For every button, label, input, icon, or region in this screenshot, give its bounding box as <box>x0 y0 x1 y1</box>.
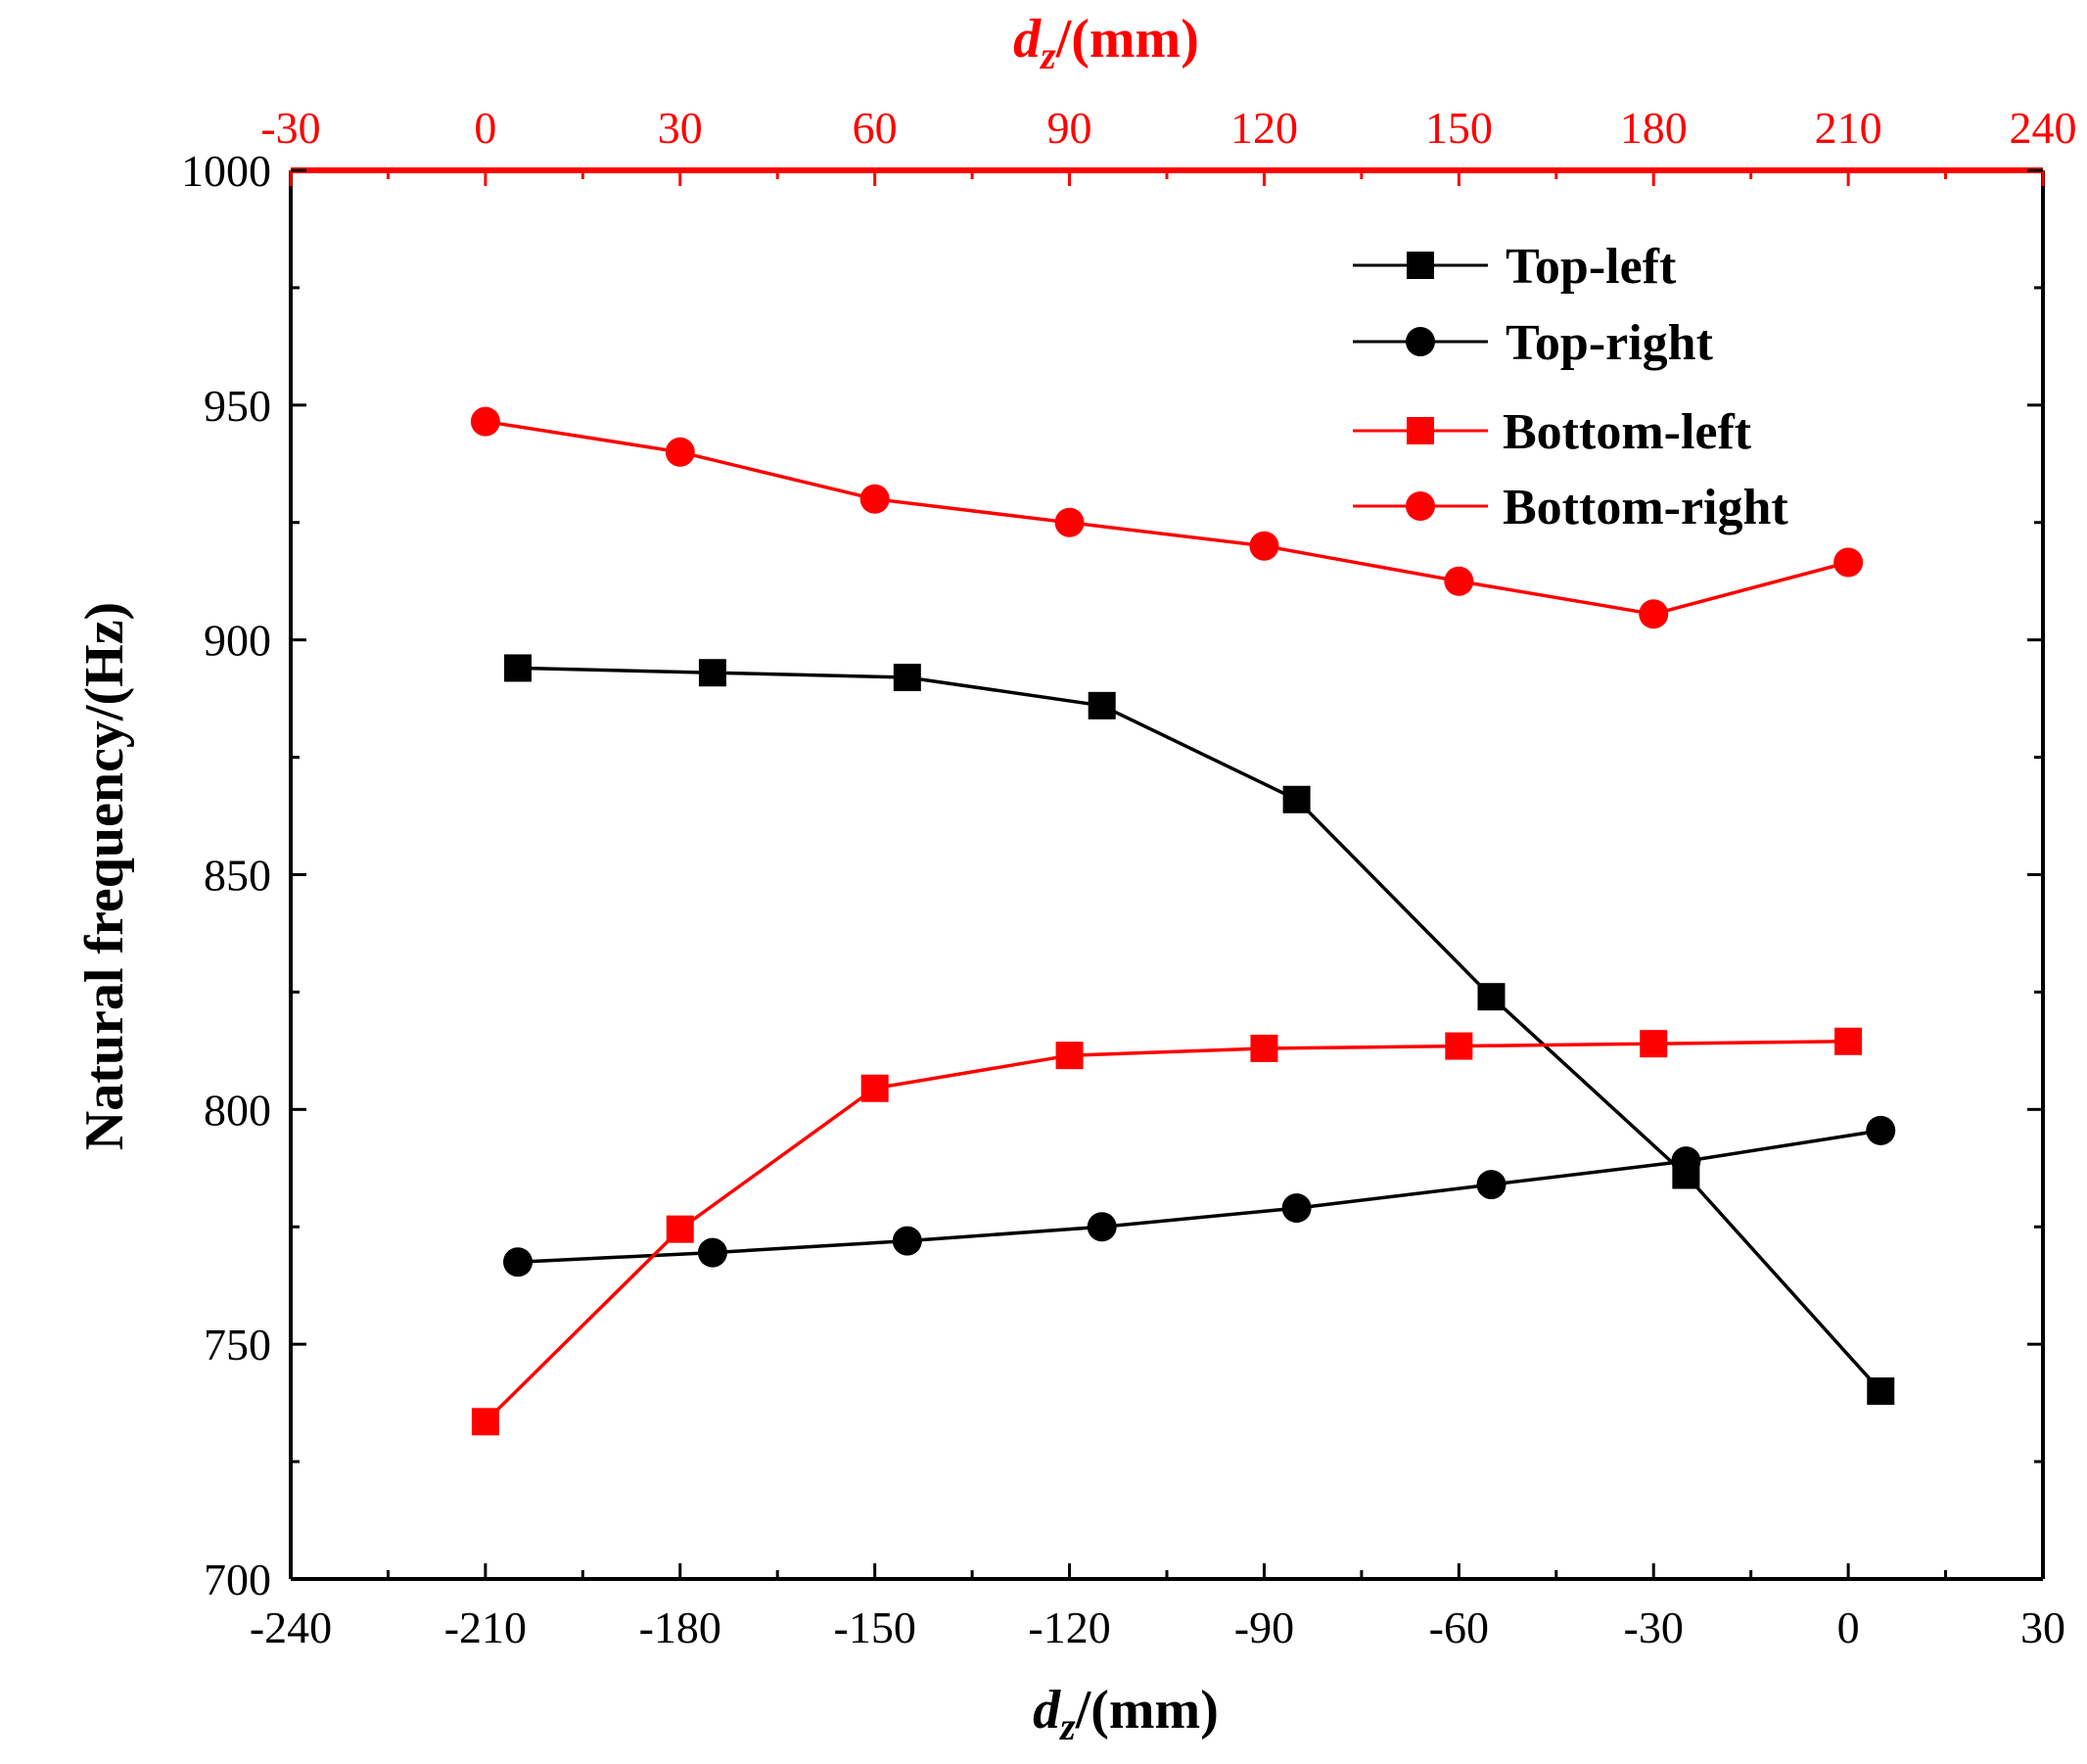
x-top-axis-title-rest: /(mm) <box>1055 9 1199 70</box>
data-point-top-left <box>698 659 726 687</box>
x-bottom-axis-title: dz/(mm) <box>1033 1680 1219 1748</box>
data-point-top-left <box>1282 785 1311 813</box>
data-point-bottom-right <box>1249 531 1279 561</box>
y-left-tick-label: 1000 <box>181 146 271 196</box>
legend-marker-bottom-right <box>1406 491 1435 521</box>
legend-marker-top-right <box>1406 327 1435 356</box>
y-axis-title: Natural frequency/(Hz) <box>74 602 135 1150</box>
data-point-top-right <box>892 1226 922 1256</box>
data-point-bottom-left <box>1250 1034 1278 1062</box>
data-point-top-right <box>697 1237 727 1268</box>
legend-label-top-right: Top-right <box>1506 315 1714 371</box>
legend-marker-top-left <box>1407 252 1434 279</box>
data-point-top-right <box>1476 1170 1507 1200</box>
x-top-axis-title: dz/(mm) <box>1013 9 1199 77</box>
data-point-top-right <box>1087 1212 1117 1242</box>
data-point-bottom-right <box>1054 507 1085 537</box>
data-point-top-left <box>504 654 533 682</box>
series-line-top-right <box>517 1129 1881 1264</box>
y-left-tick-label: 850 <box>204 851 271 901</box>
x-bottom-tick-label: 30 <box>2020 1602 2065 1652</box>
data-point-bottom-right <box>1639 599 1669 629</box>
x-top-tick-label: 120 <box>1230 103 1298 153</box>
data-point-bottom-left <box>860 1074 889 1102</box>
data-point-bottom-left <box>666 1215 694 1243</box>
legend-label-bottom-right: Bottom-right <box>1503 480 1788 535</box>
x-top-tick-label: 60 <box>853 103 898 153</box>
legend-marker-bottom-left <box>1407 417 1434 444</box>
legend: Top-left Top-right Bottom-left Bottom-ri… <box>1353 239 1788 535</box>
x-top-tick-label: -30 <box>260 103 320 153</box>
x-bottom-tick-label: -240 <box>250 1602 332 1652</box>
x-top-tick-label: 90 <box>1047 103 1092 153</box>
series-line-bottom-left <box>484 1040 1849 1423</box>
x-top-tick-label: 180 <box>1620 103 1688 153</box>
legend-item-bottom-right: Bottom-right <box>1353 480 1788 535</box>
data-point-top-left <box>1477 983 1506 1011</box>
y-left-tick-label: 750 <box>204 1320 271 1369</box>
data-point-bottom-right <box>470 406 500 437</box>
data-point-bottom-left <box>471 1408 499 1436</box>
y-left-tick-label: 700 <box>204 1555 271 1604</box>
x-top-tick-label: 210 <box>1815 103 1882 153</box>
y-left-tick-label: 800 <box>204 1085 271 1135</box>
x-bottom-axis-title-main: d <box>1033 1680 1061 1741</box>
legend-label-top-left: Top-left <box>1506 239 1677 295</box>
x-top-tick-label: 0 <box>474 103 496 153</box>
data-point-top-left <box>1867 1377 1895 1406</box>
data-point-top-left <box>1088 691 1116 720</box>
data-point-bottom-right <box>859 484 890 514</box>
y-left-tick-label: 900 <box>204 616 271 666</box>
x-bottom-tick-label: -180 <box>639 1602 721 1652</box>
axes-layer: -240 -210 -180 -150 -120 -90 -60 -30 0 30 -30 0 30 60… <box>181 103 2077 1652</box>
legend-item-top-left: Top-left <box>1353 239 1677 295</box>
data-point-top-left <box>893 664 921 692</box>
series-layer <box>470 406 1896 1436</box>
data-point-top-right <box>1866 1115 1896 1145</box>
y-left-tick-label: 950 <box>204 381 271 431</box>
x-top-axis-title-main: d <box>1013 9 1042 70</box>
x-bottom-axis-title-sub: z <box>1058 1704 1076 1748</box>
x-top-tick-label: 150 <box>1425 103 1493 153</box>
x-top-tick-label: 30 <box>658 103 703 153</box>
data-point-top-right <box>1671 1146 1701 1177</box>
x-top-axis-title-sub: z <box>1039 33 1056 77</box>
data-point-bottom-right <box>1444 566 1474 596</box>
data-point-bottom-left <box>1055 1042 1084 1070</box>
x-bottom-tick-label: -210 <box>444 1602 527 1652</box>
data-point-bottom-left <box>1640 1030 1668 1058</box>
data-point-bottom-right <box>665 437 695 467</box>
series-line-bottom-right <box>485 419 1849 617</box>
data-point-top-right <box>1281 1193 1312 1224</box>
legend-item-bottom-left: Bottom-left <box>1353 404 1752 460</box>
data-point-bottom-left <box>1445 1032 1473 1060</box>
x-bottom-tick-label: -60 <box>1429 1602 1489 1652</box>
x-bottom-tick-label: -30 <box>1624 1602 1684 1652</box>
legend-item-top-right: Top-right <box>1353 315 1714 371</box>
series-line-top-left <box>517 666 1882 1393</box>
x-top-tick-label: 240 <box>2010 103 2077 153</box>
x-bottom-tick-label: -150 <box>834 1602 916 1652</box>
x-bottom-axis-title-rest: /(mm) <box>1075 1680 1219 1741</box>
data-point-bottom-left <box>1834 1027 1863 1055</box>
legend-label-bottom-left: Bottom-left <box>1503 404 1752 460</box>
x-bottom-tick-label: -90 <box>1234 1602 1294 1652</box>
data-point-bottom-right <box>1833 547 1864 578</box>
x-bottom-tick-label: -120 <box>1028 1602 1110 1652</box>
x-bottom-tick-label: 0 <box>1837 1602 1860 1652</box>
data-point-top-right <box>503 1247 533 1277</box>
